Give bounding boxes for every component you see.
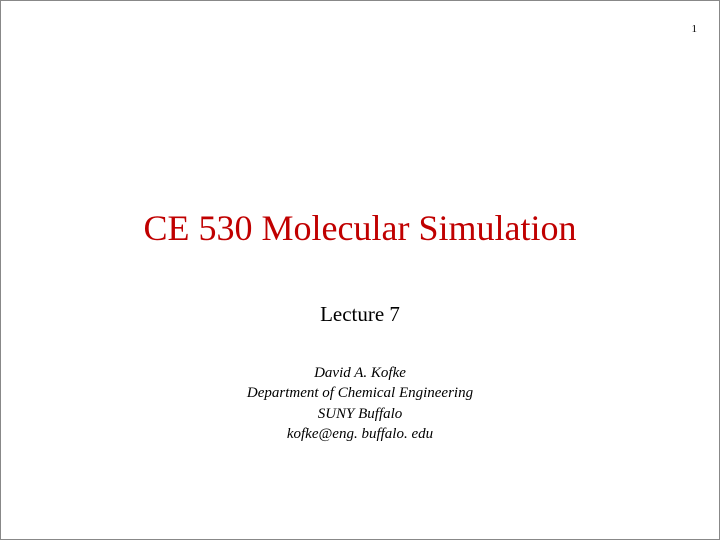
author-department: Department of Chemical Engineering bbox=[1, 383, 719, 403]
author-email: kofke@eng. buffalo. edu bbox=[1, 424, 719, 444]
lecture-number: Lecture 7 bbox=[1, 302, 719, 327]
page-number: 1 bbox=[692, 23, 698, 35]
author-block: David A. Kofke Department of Chemical En… bbox=[1, 363, 719, 444]
author-name: David A. Kofke bbox=[1, 363, 719, 383]
author-institution: SUNY Buffalo bbox=[1, 404, 719, 424]
course-title: CE 530 Molecular Simulation bbox=[1, 207, 719, 249]
